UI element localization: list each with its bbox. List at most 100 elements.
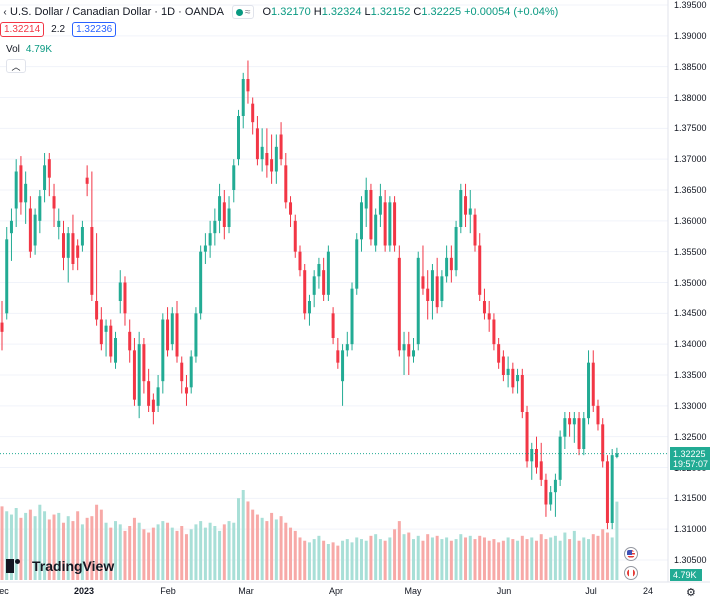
- candle-body: [265, 153, 268, 165]
- volume-bar: [530, 537, 533, 580]
- candle-body: [421, 276, 424, 288]
- price-tick-label: 1.32500: [674, 432, 707, 442]
- price-tick-label: 1.39000: [674, 31, 707, 41]
- candle-body: [351, 289, 354, 345]
- candle-body: [606, 461, 609, 523]
- volume-bar: [199, 521, 202, 580]
- candle-body: [596, 406, 599, 425]
- candle-body: [474, 215, 477, 246]
- volume-bar: [176, 531, 179, 580]
- candle-body: [440, 276, 443, 301]
- candle-body: [464, 196, 467, 215]
- candle-body: [431, 270, 434, 301]
- candle-body: [209, 233, 212, 245]
- candle-body: [544, 480, 547, 505]
- candle-body: [10, 221, 13, 233]
- candle-body: [161, 320, 164, 382]
- market-status-button[interactable]: ≈: [232, 5, 255, 19]
- volume-bar: [346, 539, 349, 580]
- price-tick-label: 1.35500: [674, 247, 707, 257]
- candle-body: [317, 264, 320, 276]
- live-wave-icon: ≈: [245, 7, 251, 18]
- price-tick-label: 1.35000: [674, 278, 707, 288]
- volume-bar: [455, 539, 458, 580]
- symbol-legend: ‹ U.S. Dollar / Canadian Dollar · 1D · O…: [0, 4, 561, 20]
- volume-bar: [421, 541, 424, 580]
- symbol-title[interactable]: U.S. Dollar / Canadian Dollar · 1D · OAN…: [10, 6, 224, 18]
- volume-legend[interactable]: Vol 4.79K: [6, 44, 52, 55]
- ca-flag-icon[interactable]: [624, 566, 638, 580]
- change-value: +0.00054 (+0.04%): [464, 6, 558, 18]
- time-tick-label: Apr: [329, 586, 343, 596]
- volume-bar: [185, 534, 188, 580]
- candle-body: [530, 449, 533, 461]
- candle-body: [492, 320, 495, 345]
- candle-body: [270, 159, 273, 171]
- ask-button[interactable]: 1.32236: [72, 22, 116, 37]
- candle-body: [24, 184, 27, 203]
- candle-body: [275, 147, 278, 172]
- volume-bar: [232, 523, 235, 580]
- candle-body: [327, 252, 330, 295]
- candle-body: [322, 270, 325, 295]
- volume-bar: [407, 533, 410, 580]
- volume-bar: [133, 518, 136, 580]
- volume-bar: [142, 529, 145, 580]
- candle-body: [246, 79, 249, 91]
- candle-body: [587, 363, 590, 419]
- candle-body: [483, 301, 486, 313]
- spread-value: 2.2: [51, 24, 65, 35]
- candle-body: [95, 301, 98, 320]
- volume-bar: [492, 539, 495, 580]
- candle-body: [284, 165, 287, 202]
- candle-body: [407, 344, 410, 356]
- candle-body: [76, 246, 79, 258]
- gear-icon[interactable]: ⚙: [686, 586, 696, 599]
- candle-body: [109, 326, 112, 357]
- candle-body: [436, 276, 439, 307]
- candle-body: [417, 258, 420, 344]
- candle-body: [308, 301, 311, 313]
- candle-body: [62, 233, 65, 258]
- candle-body: [578, 418, 581, 449]
- current-price-badge: 1.32225 19:57:07: [670, 447, 710, 470]
- volume-bar: [568, 539, 571, 580]
- candle-body: [123, 283, 126, 314]
- candle-body: [450, 258, 453, 270]
- candle-body: [29, 209, 32, 252]
- time-tick-label: Mar: [238, 586, 254, 596]
- candle-body: [100, 320, 103, 345]
- chevron-left-icon[interactable]: ‹: [0, 5, 10, 19]
- open-value: 1.32170: [271, 6, 311, 18]
- candle-body: [573, 418, 576, 424]
- volume-bar: [544, 539, 547, 580]
- time-tick-label: ec: [0, 586, 9, 596]
- candle-body: [90, 227, 93, 295]
- candle-body: [242, 79, 245, 116]
- candle-body: [384, 202, 387, 245]
- candle-body: [379, 196, 382, 215]
- bid-button[interactable]: 1.32214: [0, 22, 44, 37]
- volume-bar: [351, 542, 354, 580]
- bar-countdown: 19:57:07: [673, 459, 707, 469]
- candle-body: [549, 492, 552, 504]
- tradingview-logo[interactable]: TradingView: [6, 558, 114, 574]
- volume-bar: [138, 523, 141, 580]
- candle-body: [559, 437, 562, 480]
- us-flag-icon[interactable]: [624, 547, 638, 561]
- volume-bar: [294, 531, 297, 580]
- candle-body: [346, 344, 349, 350]
- candle-body: [426, 289, 429, 301]
- chevron-up-icon[interactable]: ︿: [6, 59, 26, 73]
- candle-body: [398, 258, 401, 351]
- candle-body: [223, 202, 226, 227]
- candle-body: [497, 344, 500, 363]
- volume-bar: [289, 528, 292, 580]
- candle-body: [34, 215, 37, 246]
- volume-bar: [157, 524, 160, 580]
- candle-body: [332, 313, 335, 338]
- candle-body: [459, 190, 462, 227]
- candle-body: [313, 276, 316, 295]
